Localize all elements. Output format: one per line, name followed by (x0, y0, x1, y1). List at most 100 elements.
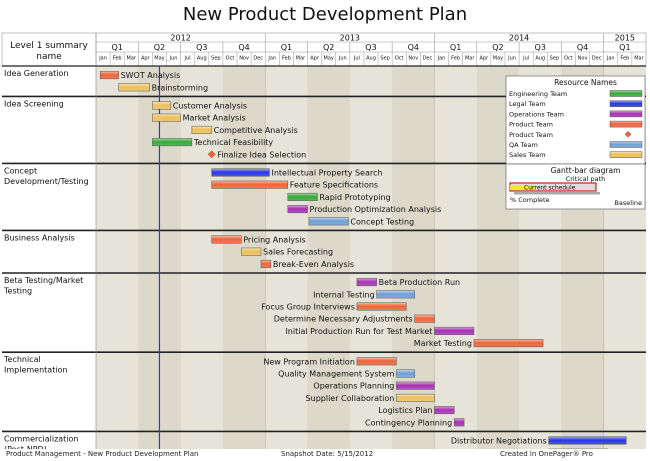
month-label: Feb (113, 56, 122, 62)
year-label: 2014 (509, 34, 529, 43)
task-label: Sales Forecasting (263, 248, 333, 257)
year-label: 2012 (170, 34, 190, 43)
quarter-stripe (307, 66, 350, 449)
task-label: Break-Even Analysis (273, 260, 354, 269)
month-label: May (154, 56, 164, 62)
group-label: Technical (3, 355, 41, 364)
task-bar (99, 71, 119, 80)
month-label: Jul (184, 56, 191, 62)
month-label: Sep (550, 56, 559, 62)
task-label: Beta Production Run (379, 278, 460, 287)
month-label: Sep (380, 56, 389, 62)
quarter-label: Q1 (450, 43, 461, 52)
month-label: Jun (338, 56, 347, 62)
task-bar (473, 339, 544, 348)
row-header-text: name (36, 52, 62, 62)
task-label: Market Testing (414, 339, 472, 348)
task-label: Quality Management System (278, 370, 394, 379)
legend-entry-label: Product Team (509, 121, 553, 129)
month-label: Apr (479, 56, 489, 62)
task-bar (376, 290, 415, 299)
month-label: Mar (465, 56, 475, 62)
task-bar (118, 83, 150, 92)
group-label: Testing (3, 287, 32, 296)
chart-title: New Product Development Plan (182, 4, 468, 25)
month-label: Mar (296, 56, 306, 62)
month-label: Jan (98, 56, 107, 62)
task-bar (287, 205, 308, 214)
legend-swatch (609, 90, 643, 97)
legend-entry-label: Sales Team (509, 151, 546, 159)
month-label: Apr (141, 56, 151, 62)
quarter-label: Q3 (365, 43, 376, 52)
task-label: Brainstorming (152, 83, 208, 92)
task-label: Finalize Idea Selection (217, 150, 306, 159)
task-bar (152, 113, 181, 122)
group-label: Development/Testing (4, 177, 89, 186)
year-label: 2015 (615, 34, 635, 43)
task-bar (396, 369, 415, 378)
quarter-label: Q4 (408, 43, 419, 52)
legend-swatch (609, 141, 643, 148)
task-bar (241, 247, 262, 256)
month-label: Oct (395, 56, 404, 62)
month-label: Mar (634, 56, 644, 62)
task-bar (356, 278, 377, 287)
row-label-column (2, 66, 96, 449)
month-label: Oct (226, 56, 235, 62)
month-label: Dec (423, 56, 433, 62)
diagram-critical-label: Critical path (566, 175, 606, 183)
task-bar (396, 381, 435, 390)
task-bar (260, 259, 272, 268)
task-bar (548, 436, 627, 445)
task-label: Customer Analysis (173, 102, 247, 111)
month-label: Apr (310, 56, 320, 62)
quarter-label: Q1 (111, 43, 122, 52)
task-label: Intellectual Property Search (271, 169, 382, 178)
month-label: Jan (437, 56, 446, 62)
month-label: Oct (564, 56, 573, 62)
footer-right: Created in OnePager® Pro (500, 450, 593, 458)
task-bar (152, 138, 193, 147)
month-label: Feb (620, 56, 629, 62)
month-label: Nov (578, 56, 588, 62)
month-label: Feb (282, 56, 291, 62)
legend-entry-label: Product Team (509, 131, 553, 139)
task-label: Supplier Collaboration (306, 394, 395, 403)
legend-swatch-milestone (624, 130, 632, 138)
task-label: Distributor Negotiations (451, 437, 547, 446)
task-label: Technical Feasibility (193, 138, 274, 147)
task-label: Internal Testing (313, 290, 375, 299)
task-label: New Program Initiation (263, 357, 355, 366)
legend-entry-label: Operations Team (509, 110, 564, 118)
group-label: Idea Screening (4, 99, 64, 108)
legend-entry-label: QA Team (509, 141, 538, 149)
diagram-complete-label: % Complete (510, 196, 550, 204)
diagram-complete-fill (510, 185, 536, 190)
quarter-stripe (392, 66, 435, 449)
quarter-label: Q2 (323, 43, 334, 52)
month-label: Nov (239, 56, 249, 62)
legend-title: Resource Names (554, 78, 617, 87)
task-bar (356, 302, 407, 311)
group-label: Business Analysis (4, 233, 75, 242)
quarter-label: Q3 (196, 43, 207, 52)
quarter-label: Q3 (535, 43, 546, 52)
task-bar (152, 101, 171, 110)
task-bar (211, 180, 289, 189)
task-bar (396, 393, 435, 402)
year-label: 2013 (340, 34, 360, 43)
quarter-label: Q1 (619, 43, 630, 52)
footer-center: Snapshot Date: 5/15/2012 (281, 450, 374, 458)
quarter-label: Q1 (281, 43, 292, 52)
task-label: SWOT Analysis (121, 71, 181, 80)
month-label: May (324, 56, 334, 62)
quarter-stripe (222, 66, 266, 449)
legend-swatch (609, 110, 643, 118)
diagram-title: Gantt-bar diagram (551, 166, 621, 175)
month-label: Aug (535, 56, 545, 62)
task-bar (434, 326, 475, 335)
task-label: Logistics Plan (378, 406, 432, 415)
task-label: Rapid Prototyping (319, 193, 390, 202)
